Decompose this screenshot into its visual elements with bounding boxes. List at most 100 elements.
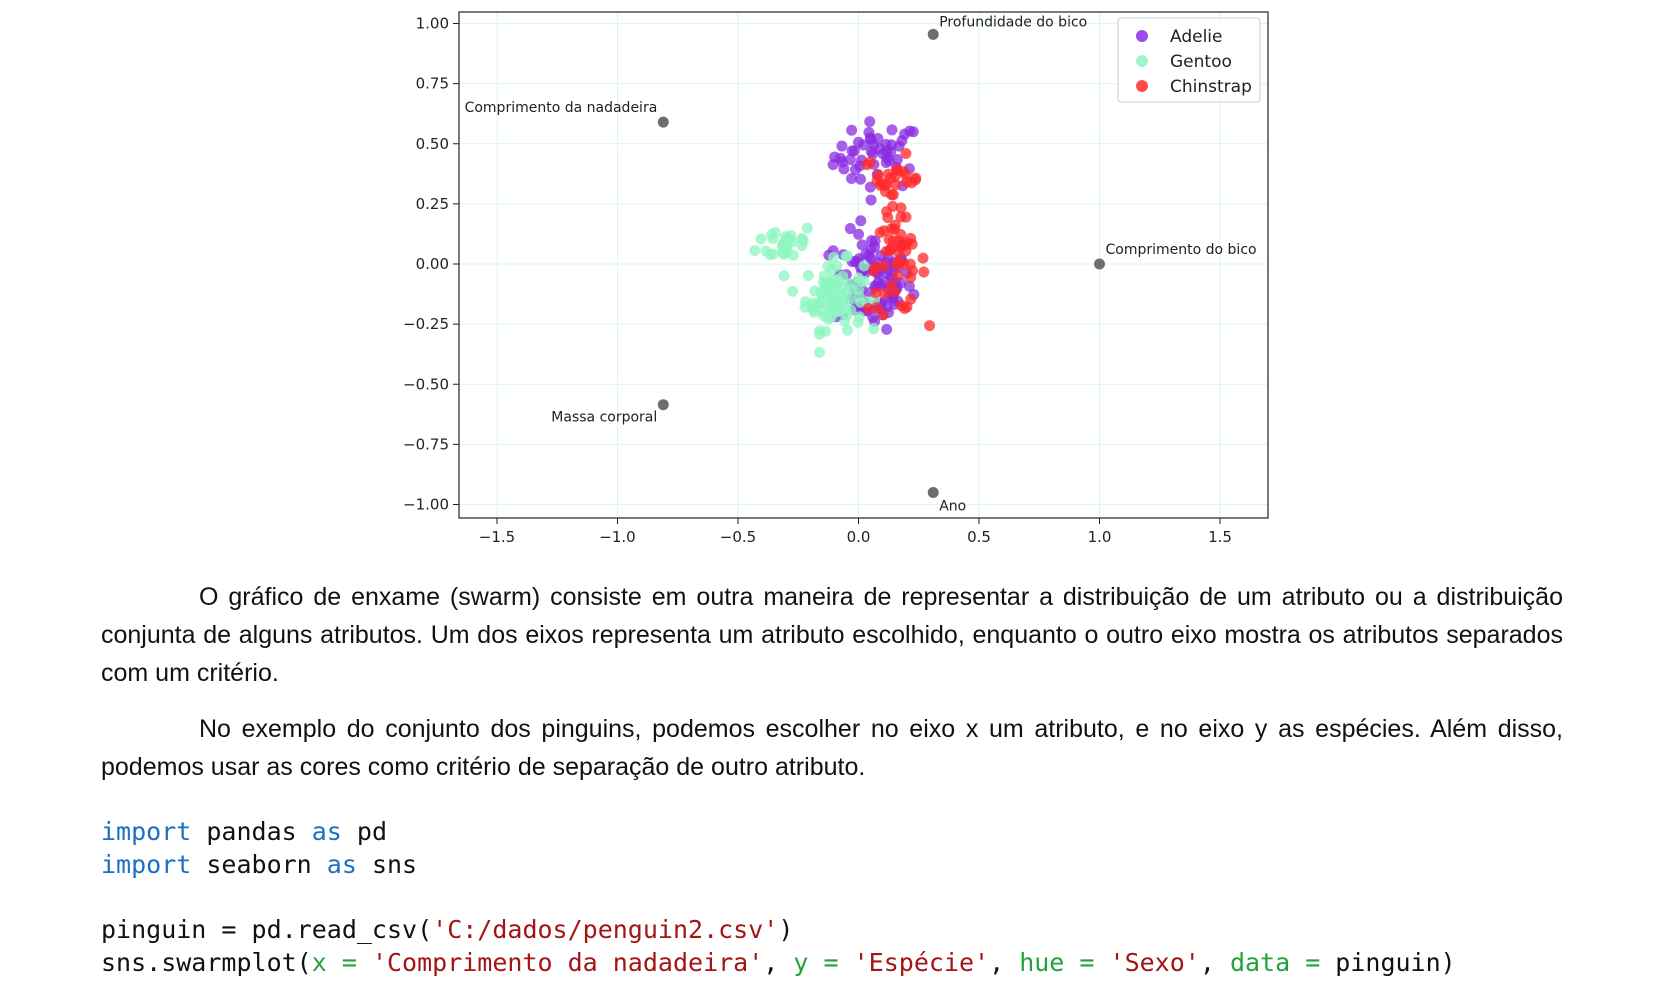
data-point-adelie [886,124,898,136]
loading-label: Ano [939,498,966,514]
code-line-read-csv: pinguin = pd.read_csv('C:/dados/penguin2… [101,913,793,946]
data-point-adelie [846,173,858,185]
loading-point [927,28,939,40]
data-point-gentoo [755,233,767,245]
data-point-adelie [869,241,881,253]
data-point-adelie [853,228,865,240]
y-tick-label: 0.50 [416,135,449,153]
chart-svg: −1.5 −1.0 −0.5 0.0 0.5 1.0 1.5 1.00 0.75 0.50 0.25… [403,11,1269,546]
legend-marker-chinstrap [1136,80,1148,92]
data-point-adelie [855,173,867,185]
data-point-gentoo [828,251,840,263]
data-point-chinstrap [905,293,917,305]
data-point-gentoo [852,284,864,296]
data-point-adelie [863,250,875,262]
code-text: , [1199,948,1230,977]
data-point-chinstrap [895,229,907,241]
data-point-chinstrap [882,212,894,224]
paragraph-penguin-example: No exemplo do conjunto dos pinguins, pod… [101,715,1563,781]
x-tick-label: −1.0 [599,528,635,546]
data-point-adelie [907,126,919,138]
y-tick-label: −0.25 [403,315,449,333]
code-line-import-pandas: import pandas as pd [101,815,387,848]
data-point-chinstrap [874,226,886,238]
data-point-gentoo [749,244,761,256]
code-text: pinguin = pd.read_csv( [101,915,433,944]
data-point-gentoo [826,264,838,276]
code-text: seaborn [191,850,327,879]
code-text [357,948,372,977]
data-point-chinstrap [906,238,918,250]
code-keyword: import [101,817,192,846]
data-point-gentoo [852,316,864,328]
code-text [839,948,854,977]
data-point-gentoo [854,296,866,308]
x-tick-label: 1.5 [1208,528,1232,546]
code-line-swarmplot: sns.swarmplot(x = 'Comprimento da nadade… [101,946,1456,979]
data-point-gentoo [816,289,828,301]
data-point-gentoo [764,249,776,261]
code-keyword: as [311,817,342,846]
loading-label: Comprimento do bico [1106,242,1257,258]
data-point-chinstrap [924,320,936,332]
loading-point [1094,258,1105,270]
code-text: pd [341,817,387,846]
data-point-gentoo [814,346,826,358]
data-point-chinstrap [871,302,883,314]
loading-point [927,486,939,498]
data-point-gentoo [816,305,828,317]
data-point-adelie [875,279,887,291]
data-point-chinstrap [891,164,903,176]
data-point-gentoo [844,293,856,305]
data-point-adelie [881,323,893,335]
code-string: 'C:/dados/penguin2.csv' [432,915,779,944]
code-text: ) [778,915,794,944]
data-point-adelie [856,239,868,251]
data-point-adelie [846,145,858,157]
data-point-adelie [850,164,862,176]
y-tick-label: 1.00 [416,15,449,33]
data-point-chinstrap [885,279,897,291]
data-point-adelie [836,140,848,152]
code-keyword: import [101,850,192,879]
data-point-chinstrap [892,269,904,281]
code-param: x = [311,948,357,977]
y-tick-label: 0.75 [416,75,449,93]
legend-label-adelie: Adelie [1170,27,1223,47]
code-text: pinguin) [1320,948,1456,977]
data-point-gentoo [800,296,812,308]
data-point-chinstrap [887,189,899,201]
x-tick-label: −0.5 [720,528,756,546]
data-point-chinstrap [878,288,890,300]
data-point-chinstrap [894,241,906,253]
data-point-gentoo [802,269,814,281]
code-param: data = [1229,948,1321,977]
data-point-gentoo [858,260,870,272]
data-point-gentoo [841,324,853,336]
x-tick-label: 0.0 [847,528,871,546]
data-point-chinstrap [861,159,873,171]
data-point-gentoo [781,245,793,257]
y-tick-label: −0.50 [403,375,449,393]
code-text: pandas [191,817,312,846]
data-point-adelie [865,194,877,206]
data-point-chinstrap [900,147,912,159]
loading-label: Massa corporal [551,410,657,426]
data-point-chinstrap [891,258,903,270]
data-point-adelie [855,215,867,227]
data-point-adelie [893,140,905,152]
data-point-chinstrap [907,265,919,277]
data-point-gentoo [778,270,790,282]
data-point-adelie [885,146,897,158]
data-point-adelie [844,223,856,235]
data-point-chinstrap [874,179,886,191]
data-point-adelie [864,116,876,128]
code-text: , [763,948,794,977]
code-line-import-seaborn: import seaborn as sns [101,848,417,881]
data-point-adelie [864,132,876,144]
data-point-chinstrap [917,252,929,264]
loading-label: Comprimento da nadadeira [465,100,658,116]
data-point-gentoo [823,313,835,325]
data-point-gentoo [854,275,866,287]
code-string: 'Comprimento da nadadeira' [371,948,764,977]
